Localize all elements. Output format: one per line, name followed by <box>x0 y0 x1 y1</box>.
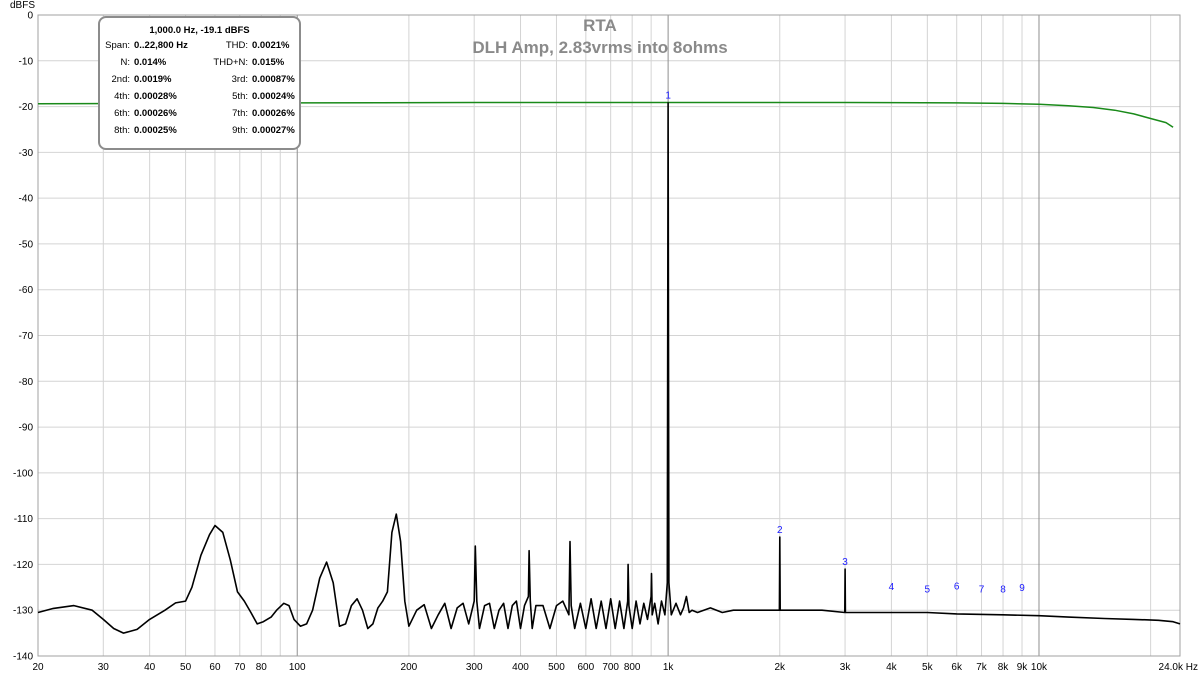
x-tick-label: 50 <box>180 662 192 673</box>
y-tick-label: -90 <box>19 423 34 434</box>
x-tick-label: 60 <box>209 662 221 673</box>
y-tick-label: -50 <box>19 239 34 250</box>
info-label: 7th: <box>232 108 248 119</box>
info-row: Span: 0..22,800 Hz THD: 0.0021% <box>100 37 299 54</box>
harmonic-marker-label: 6 <box>954 581 960 592</box>
x-tick-label: 7k <box>976 662 988 673</box>
info-label: 9th: <box>232 125 248 136</box>
harmonic-marker-label: 7 <box>979 584 985 595</box>
x-tick-label: 24.0k Hz <box>1159 662 1198 673</box>
y-tick-label: -130 <box>13 606 33 617</box>
info-header: 1,000.0 Hz, -19.1 dBFS <box>149 25 250 36</box>
harmonic-marker-label: 5 <box>925 584 931 595</box>
x-tick-label: 600 <box>577 662 594 673</box>
info-value: 0.00028% <box>134 91 177 102</box>
x-tick-label: 1k <box>663 662 675 673</box>
x-tick-label: 200 <box>401 662 418 673</box>
x-tick-label: 4k <box>886 662 898 673</box>
y-tick-label: -120 <box>13 560 33 571</box>
x-tick-label: 80 <box>256 662 268 673</box>
x-tick-label: 6k <box>951 662 963 673</box>
x-tick-label: 8k <box>998 662 1010 673</box>
plot-border <box>37 14 1181 657</box>
measurement-info-box: 1,000.0 Hz, -19.1 dBFS Span: 0..22,800 H… <box>98 16 301 150</box>
info-value: 0.00026% <box>134 108 177 119</box>
x-tick-label: 2k <box>774 662 786 673</box>
x-tick-label: 9k <box>1017 662 1029 673</box>
info-value: 0.00026% <box>252 108 295 119</box>
x-tick-label: 100 <box>289 662 306 673</box>
x-tick-label: 40 <box>144 662 156 673</box>
info-label: 3rd: <box>231 74 248 85</box>
x-tick-label: 400 <box>512 662 529 673</box>
y-axis-label: dBFS <box>10 0 35 11</box>
info-value: 0.00024% <box>252 91 295 102</box>
info-label: 5th: <box>232 91 248 102</box>
info-label: Span: <box>105 40 130 51</box>
info-value: 0.0019% <box>134 74 172 85</box>
x-tick-label: 30 <box>98 662 110 673</box>
x-tick-label: 800 <box>624 662 641 673</box>
info-label: 6th: <box>114 108 130 119</box>
info-label: N: <box>120 57 131 68</box>
info-row: 8th: 0.00025% 9th: 0.00027% <box>100 122 299 139</box>
x-tick-label: 3k <box>840 662 852 673</box>
y-tick-label: -30 <box>19 148 34 159</box>
y-tick-label: -20 <box>19 102 34 113</box>
info-value: 0.00027% <box>252 125 295 136</box>
chart-title: RTA <box>583 16 617 35</box>
x-tick-label: 70 <box>234 662 246 673</box>
x-tick-label: 20 <box>32 662 44 673</box>
info-value: 0.015% <box>252 57 285 68</box>
y-tick-label: -40 <box>19 194 34 205</box>
tick-labels: 0 -10 -20 -30 -40 -50 -60 -70 -80 -90 -100 -110 -120… <box>13 11 1198 674</box>
x-tick-label: 500 <box>548 662 565 673</box>
harmonic-marker-label: 3 <box>842 557 848 568</box>
info-value: 0.0021% <box>252 40 290 51</box>
y-tick-label: -110 <box>14 514 34 525</box>
info-label: 8th: <box>114 125 130 136</box>
y-tick-label: -80 <box>19 377 34 388</box>
info-value: 0.00087% <box>252 74 295 85</box>
y-tick-label: -70 <box>19 331 34 342</box>
spectrum-trace-line <box>37 102 1181 634</box>
info-row: N: 0.014% THD+N: 0.015% <box>100 54 299 71</box>
y-tick-label: 0 <box>27 11 33 22</box>
harmonic-marker-label: 2 <box>777 525 783 536</box>
info-row: 2nd: 0.0019% 3rd: 0.00087% <box>100 71 299 88</box>
y-tick-label: -60 <box>19 285 34 296</box>
y-tick-label: -100 <box>13 468 33 479</box>
info-label: THD+N: <box>213 57 248 68</box>
chart-subtitle: DLH Amp, 2.83vrms into 8ohms <box>472 38 727 57</box>
green-trace-line <box>37 101 1174 128</box>
harmonic-marker-label: 4 <box>889 582 895 593</box>
y-tick-label: -140 <box>13 652 33 663</box>
info-value: 0.00025% <box>134 125 177 136</box>
info-value: 0.014% <box>134 57 167 68</box>
harmonic-markers: 1 2 3 4 5 6 7 8 9 <box>665 90 1025 595</box>
x-tick-label: 300 <box>466 662 483 673</box>
info-label: 2nd: <box>111 74 131 85</box>
y-tick-label: -10 <box>19 56 34 67</box>
x-tick-label: 10k <box>1031 662 1048 673</box>
harmonic-marker-label: 8 <box>1000 584 1006 595</box>
series-layer <box>37 101 1181 634</box>
info-label: 4th: <box>114 91 130 102</box>
info-row: 6th: 0.00026% 7th: 0.00026% <box>100 105 299 122</box>
x-tick-label: 700 <box>602 662 619 673</box>
harmonic-marker-label: 9 <box>1019 583 1025 594</box>
info-row: 4th: 0.00028% 5th: 0.00024% <box>100 88 299 105</box>
info-value: 0..22,800 Hz <box>134 40 188 51</box>
info-label: THD: <box>225 40 248 51</box>
x-tick-label: 5k <box>922 662 934 673</box>
harmonic-marker-label: 1 <box>665 90 671 101</box>
